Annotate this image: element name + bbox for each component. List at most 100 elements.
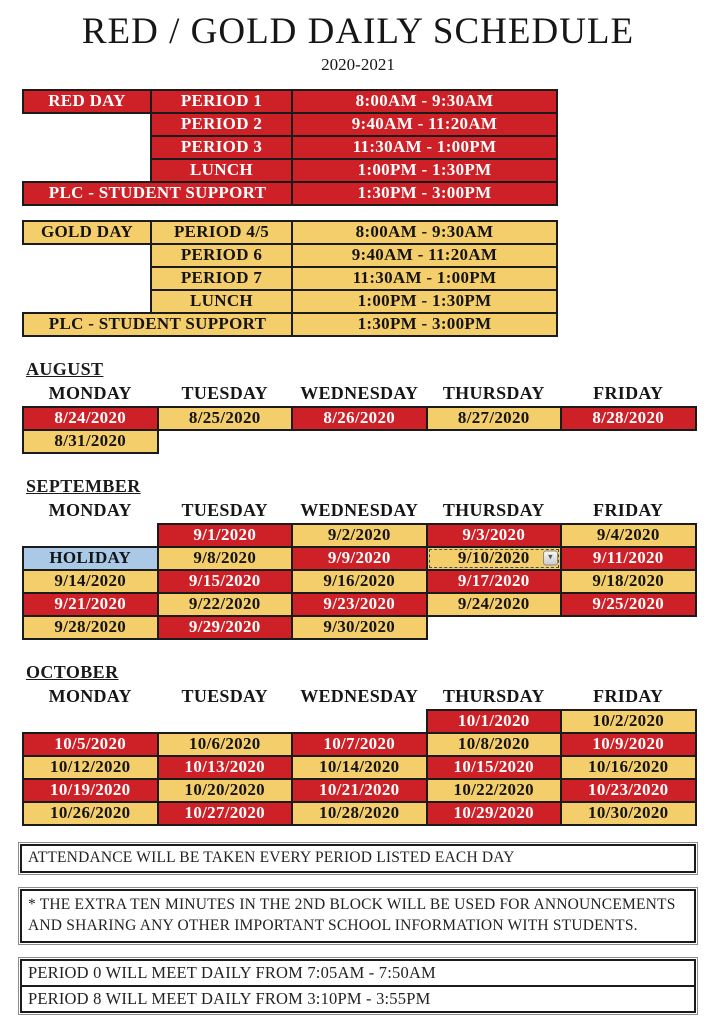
month-label-september: SEPTEMBER: [26, 475, 141, 496]
day-header-row: MONDAY TUESDAY WEDNESDAY THURSDAY FRIDAY: [23, 498, 696, 524]
period-0-8-box: PERIOD 0 WILL MEET DAILY FROM 7:05AM - 7…: [18, 957, 698, 1016]
calendar-empty-cell: [292, 429, 427, 453]
day-header-row: MONDAY TUESDAY WEDNESDAY THURSDAY FRIDAY: [23, 381, 696, 407]
calendar-date-cell: 8/28/2020: [560, 405, 697, 431]
spacer-cell: [23, 243, 151, 267]
day-header: MONDAY: [48, 382, 132, 403]
schedule-row: PERIOD 3 11:30AM - 1:00PM: [23, 134, 558, 160]
calendar-date-cell: 10/21/2020: [291, 777, 428, 803]
calendar-row: 10/26/2020 10/27/2020 10/28/2020 10/29/2…: [22, 800, 697, 826]
calendar-date-cell: 9/16/2020: [291, 568, 428, 594]
dropdown-button[interactable]: ▾: [543, 550, 558, 566]
calendar-empty-cell: [23, 523, 158, 547]
time-cell: 1:30PM - 3:00PM: [291, 311, 558, 337]
page-title: RED / GOLD DAILY SCHEDULE: [81, 11, 635, 52]
calendar-date-cell-selected[interactable]: 9/10/2020 ▾: [425, 545, 562, 571]
month-label-october: OCTOBER: [26, 661, 119, 682]
calendar-date-cell: 8/26/2020: [291, 405, 428, 431]
period-cell: PERIOD 6: [150, 242, 293, 268]
spacer-cell: [23, 112, 151, 136]
period-cell: LUNCH: [150, 157, 293, 183]
calendar-date-cell: 9/15/2020: [156, 568, 293, 594]
calendar-row: 10/12/2020 10/13/2020 10/14/2020 10/15/2…: [22, 754, 697, 780]
calendar-date-cell: 10/8/2020: [425, 731, 562, 757]
period-cell: PERIOD 2: [150, 111, 293, 137]
calendar-date-cell: 10/22/2020: [425, 777, 562, 803]
calendar-date-cell: 8/31/2020: [22, 428, 159, 454]
period-8-note: PERIOD 8 WILL MEET DAILY FROM 3:10PM - 3…: [22, 985, 694, 1011]
calendar-date-cell: 8/24/2020: [22, 405, 159, 431]
spacer-cell: [23, 266, 151, 290]
calendar-row: 10/19/2020 10/20/2020 10/21/2020 10/22/2…: [22, 777, 697, 803]
day-header: THURSDAY: [442, 382, 545, 403]
attendance-note: ATTENDANCE WILL BE TAKEN EVERY PERIOD LI…: [18, 841, 698, 875]
schedule-row: LUNCH 1:00PM - 1:30PM: [23, 288, 558, 314]
day-label-cell: GOLD DAY: [22, 219, 152, 245]
calendar-date-cell: 9/3/2020: [425, 522, 562, 548]
period-cell: PERIOD 7: [150, 265, 293, 291]
day-header: WEDNESDAY: [300, 382, 419, 403]
day-header: TUESDAY: [181, 382, 268, 403]
calendar-date-cell: 9/23/2020: [291, 591, 428, 617]
calendar-date-cell: 10/12/2020: [22, 754, 159, 780]
calendar-date-cell: 10/30/2020: [560, 800, 697, 826]
calendar-row: 9/21/2020 9/22/2020 9/23/2020 9/24/2020 …: [22, 591, 697, 617]
period-cell: PERIOD 1: [150, 88, 293, 114]
calendar-date-cell: 8/27/2020: [425, 405, 562, 431]
schedule-row: RED DAY PERIOD 1 8:00AM - 9:30AM: [22, 88, 558, 114]
calendar-september: MONDAY TUESDAY WEDNESDAY THURSDAY FRIDAY…: [22, 498, 697, 640]
spacer-cell: [23, 158, 151, 182]
calendar-date-cell: 10/7/2020: [291, 731, 428, 757]
calendar-date-cell: 10/2/2020: [560, 708, 697, 734]
date-text: 9/10/2020: [457, 548, 530, 568]
day-header: THURSDAY: [442, 499, 545, 520]
schedule-row: PERIOD 6 9:40AM - 11:20AM: [23, 242, 558, 268]
calendar-date-cell: 9/18/2020: [560, 568, 697, 594]
time-cell: 11:30AM - 1:00PM: [291, 134, 558, 160]
gold-day-schedule-table: GOLD DAY PERIOD 4/5 8:00AM - 9:30AM PERI…: [22, 219, 558, 337]
calendar-date-cell: 10/6/2020: [156, 731, 293, 757]
calendar-row: 9/1/2020 9/2/2020 9/3/2020 9/4/2020: [23, 522, 697, 548]
period-cell: PERIOD 4/5: [150, 219, 293, 245]
extra-minutes-note: * THE EXTRA TEN MINUTES IN THE 2ND BLOCK…: [18, 886, 698, 946]
period-cell: PERIOD 3: [150, 134, 293, 160]
calendar-date-cell: 9/11/2020: [560, 545, 697, 571]
calendar-date-cell: 8/25/2020: [156, 405, 293, 431]
day-header: THURSDAY: [442, 685, 545, 706]
page-subtitle: 2020-2021: [321, 54, 395, 74]
day-header: FRIDAY: [593, 499, 664, 520]
day-header: WEDNESDAY: [300, 499, 419, 520]
calendar-date-cell: 10/5/2020: [22, 731, 159, 757]
time-cell: 11:30AM - 1:00PM: [291, 265, 558, 291]
day-header: FRIDAY: [593, 685, 664, 706]
calendar-date-cell: 9/22/2020: [156, 591, 293, 617]
day-header: TUESDAY: [181, 686, 268, 707]
document-header: RED / GOLD DAILY SCHEDULE 2020-2021: [0, 11, 716, 75]
calendar-row: 10/1/2020 10/2/2020: [23, 708, 697, 734]
calendar-date-cell: 10/29/2020: [425, 800, 562, 826]
day-label-cell: RED DAY: [22, 88, 152, 114]
calendar-empty-cell: [561, 615, 696, 639]
plc-label-cell: PLC - STUDENT SUPPORT: [22, 311, 293, 337]
time-cell: 1:00PM - 1:30PM: [291, 157, 558, 183]
calendar-empty-cell: [426, 615, 561, 639]
calendar-date-cell: 9/9/2020: [291, 545, 428, 571]
time-cell: 8:00AM - 9:30AM: [291, 88, 558, 114]
calendar-date-cell: 9/14/2020: [22, 568, 159, 594]
calendar-date-cell: 9/30/2020: [291, 614, 428, 640]
calendar-date-cell: 9/28/2020: [22, 614, 159, 640]
day-header: FRIDAY: [593, 382, 664, 403]
calendar-row: 8/24/2020 8/25/2020 8/26/2020 8/27/2020 …: [22, 405, 697, 431]
day-header: TUESDAY: [181, 499, 268, 520]
calendar-row: 8/31/2020: [22, 428, 696, 454]
time-cell: 1:30PM - 3:00PM: [291, 180, 558, 206]
calendar-empty-cell: [157, 429, 292, 453]
time-cell: 9:40AM - 11:20AM: [291, 242, 558, 268]
calendar-empty-cell: [292, 709, 427, 733]
calendar-date-cell: 10/23/2020: [560, 777, 697, 803]
month-label-august: AUGUST: [26, 358, 104, 379]
calendar-date-cell: 10/19/2020: [22, 777, 159, 803]
calendar-october: MONDAY TUESDAY WEDNESDAY THURSDAY FRIDAY…: [22, 684, 697, 826]
time-cell: 8:00AM - 9:30AM: [291, 219, 558, 245]
spacer-cell: [23, 135, 151, 159]
